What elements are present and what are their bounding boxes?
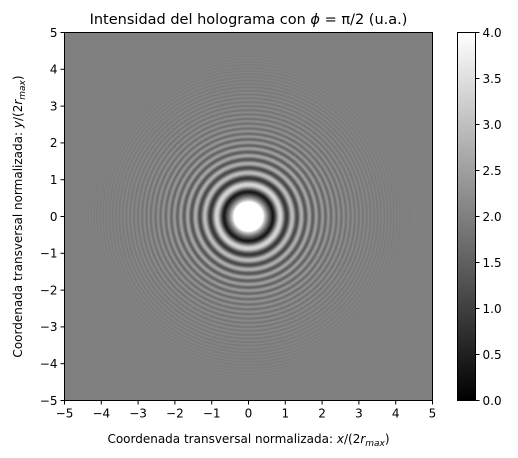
colorbar-tick-label: 3.0 <box>483 118 502 132</box>
y-tick-label: 2 <box>50 136 58 150</box>
colorbar-tick-label: 1.5 <box>483 256 502 270</box>
colorbar-tick-label: 1.0 <box>483 302 502 316</box>
colorbar-tick-label: 4.0 <box>483 26 502 40</box>
y-tick-label: 0 <box>50 210 58 224</box>
y-tick-label: 3 <box>50 99 58 113</box>
colorbar-tick-label: 2.5 <box>483 164 502 178</box>
x-tick-label: −5 <box>56 407 74 421</box>
y-tick-label: −3 <box>40 320 58 334</box>
x-tick-label: −2 <box>166 407 184 421</box>
colorbar-ticks: 0.0 0.5 1.0 1.5 2.0 2.5 3.0 3.5 4.0 <box>475 26 502 408</box>
x-tick-label: 0 <box>245 407 253 421</box>
heatmap-area <box>64 32 433 401</box>
chart-title: Intensidad del holograma con ϕ = π/2 (u.… <box>90 12 408 28</box>
y-tick-label: −5 <box>40 394 58 408</box>
y-tick-label: −1 <box>40 247 58 261</box>
x-tick-label: −3 <box>129 407 147 421</box>
colorbar: 0.0 0.5 1.0 1.5 2.0 2.5 3.0 3.5 4.0 <box>457 26 502 408</box>
x-tick-label: −1 <box>203 407 221 421</box>
heatmap-image <box>64 32 433 401</box>
y-tick-label: −4 <box>40 357 58 371</box>
colorbar-tick-label: 3.5 <box>483 72 502 86</box>
x-tick-label: 4 <box>392 407 400 421</box>
x-tick-label: −4 <box>92 407 110 421</box>
y-axis-label: Coordenada transversal normalizada: y/(2… <box>11 75 28 357</box>
x-tick-label: 3 <box>355 407 363 421</box>
colorbar-tick-label: 0.0 <box>483 394 502 408</box>
colorbar-gradient-bar <box>457 32 476 401</box>
colorbar-tick-label: 0.5 <box>483 348 502 362</box>
y-tick-label: −2 <box>40 283 58 297</box>
y-tick-label: 5 <box>50 26 58 40</box>
x-tick-label: 2 <box>318 407 326 421</box>
x-tick-label: 5 <box>429 407 437 421</box>
y-tick-label: 1 <box>50 173 58 187</box>
x-axis-ticks: −5 −4 −3 −2 −1 0 1 2 3 4 5 <box>56 400 437 421</box>
x-axis-label: Coordenada transversal normalizada: x/(2… <box>107 432 389 449</box>
y-tick-label: 4 <box>50 63 58 77</box>
colorbar-tick-label: 2.0 <box>483 210 502 224</box>
y-axis-ticks: −5 −4 −3 −2 −1 0 1 2 3 4 5 <box>40 26 65 408</box>
x-tick-label: 1 <box>281 407 289 421</box>
